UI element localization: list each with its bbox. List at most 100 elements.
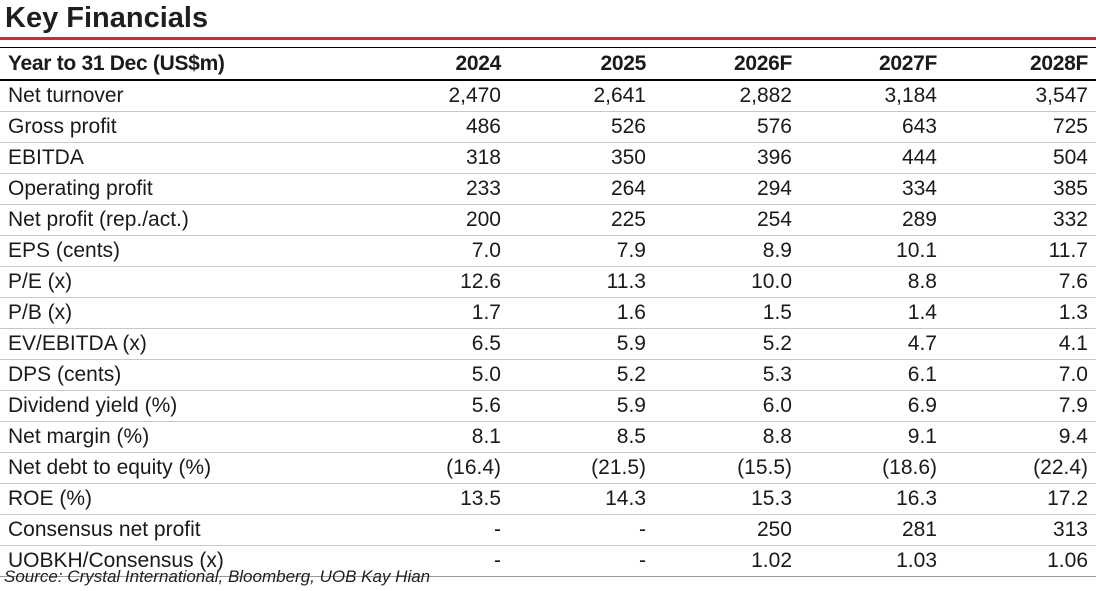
row-value: 10.0 (656, 266, 802, 298)
row-label: Net margin (%) (0, 421, 369, 453)
row-value: (18.6) (802, 452, 947, 484)
page-title: Key Financials (5, 2, 209, 34)
row-value: 15.3 (656, 483, 802, 515)
financials-table: Year to 31 Dec (US$m) 2024 2025 2026F 20… (0, 47, 1096, 577)
row-value: 289 (802, 204, 947, 236)
row-value: 233 (369, 173, 511, 205)
table-row: Net turnover 2,470 2,641 2,882 3,184 3,547 (0, 80, 1096, 112)
row-value: 17.2 (947, 483, 1096, 515)
row-value: 9.4 (947, 421, 1096, 453)
table-row: UOBKH/Consensus (x) - -1.02 1.03 1.06 (0, 545, 1096, 577)
row-value: 7.9 (511, 235, 656, 267)
table-row: P/E (x) 12.6 11.3 10.0 8.8 7.6 (0, 266, 1096, 298)
row-value: 1.5 (656, 297, 802, 329)
row-value: - (511, 514, 656, 546)
row-value: 6.9 (802, 390, 947, 422)
table-row: Gross profit 486 526 576 643 725 (0, 111, 1096, 143)
row-label: Net debt to equity (%) (0, 452, 369, 484)
row-value: 1.7 (369, 297, 511, 329)
header-cell-2025: 2025 (511, 47, 656, 81)
row-label: DPS (cents) (0, 359, 369, 391)
row-value: (22.4) (947, 452, 1096, 484)
table-row: EV/EBITDA (x) 6.5 5.9 5.2 4.7 4.1 (0, 328, 1096, 360)
row-value: 1.02 (656, 545, 802, 577)
row-value: - (511, 545, 656, 577)
row-value: 318 (369, 142, 511, 174)
table-body: Net turnover 2,470 2,641 2,882 3,184 3,547 Gro… (0, 80, 1096, 577)
row-label: P/E (x) (0, 266, 369, 298)
table-row: Net profit (rep./act.) 200 225 254 289 332 (0, 204, 1096, 236)
row-value: 486 (369, 111, 511, 143)
table-row: EPS (cents) 7.0 7.9 8.9 10.1 11.7 (0, 235, 1096, 267)
row-value: 254 (656, 204, 802, 236)
row-value: - (369, 545, 511, 577)
row-value: 6.0 (656, 390, 802, 422)
row-value: (15.5) (656, 452, 802, 484)
row-value: 13.5 (369, 483, 511, 515)
row-value: 5.2 (511, 359, 656, 391)
row-value: 14.3 (511, 483, 656, 515)
row-value: 350 (511, 142, 656, 174)
row-value: 313 (947, 514, 1096, 546)
row-value: 4.7 (802, 328, 947, 360)
row-value: 294 (656, 173, 802, 205)
table-row: P/B (x) 1.7 1.6 1.5 1.4 1.3 (0, 297, 1096, 329)
row-value: 4.1 (947, 328, 1096, 360)
row-value: 7.9 (947, 390, 1096, 422)
row-value: - (369, 514, 511, 546)
row-value: 2,882 (656, 80, 802, 112)
row-value: 504 (947, 142, 1096, 174)
title-divider (0, 37, 1096, 40)
row-value: 725 (947, 111, 1096, 143)
row-value: 6.5 (369, 328, 511, 360)
row-value: 385 (947, 173, 1096, 205)
row-value: 396 (656, 142, 802, 174)
row-value: 6.1 (802, 359, 947, 391)
row-value: 281 (802, 514, 947, 546)
header-row: Year to 31 Dec (US$m) 2024 2025 2026F 20… (0, 47, 1096, 81)
table-row: Operating profit 233 264 294 334 385 (0, 173, 1096, 205)
row-value: 8.5 (511, 421, 656, 453)
header-cell-2026f: 2026F (656, 47, 802, 81)
row-value: 1.3 (947, 297, 1096, 329)
row-value: 16.3 (802, 483, 947, 515)
row-label: EV/EBITDA (x) (0, 328, 369, 360)
row-value: 576 (656, 111, 802, 143)
header-cell-2028f: 2028F (947, 47, 1096, 81)
header-cell-label: Year to 31 Dec (US$m) (0, 47, 369, 81)
row-value: 1.4 (802, 297, 947, 329)
row-value: (21.5) (511, 452, 656, 484)
row-value: 444 (802, 142, 947, 174)
row-label: Net turnover (0, 80, 369, 112)
row-value: 7.6 (947, 266, 1096, 298)
row-label: Consensus net profit (0, 514, 369, 546)
row-value: 264 (511, 173, 656, 205)
table-row: ROE (%) 13.5 14.3 15.3 16.3 17.2 (0, 483, 1096, 515)
row-value: 5.9 (511, 328, 656, 360)
table-header: Year to 31 Dec (US$m) 2024 2025 2026F 20… (0, 47, 1096, 81)
row-label: Gross profit (0, 111, 369, 143)
table-row: DPS (cents) 5.0 5.2 5.3 6.1 7.0 (0, 359, 1096, 391)
table-row: EBITDA 318 350 396 444 504 (0, 142, 1096, 174)
row-value: 1.6 (511, 297, 656, 329)
row-value: 7.0 (947, 359, 1096, 391)
row-value: 11.3 (511, 266, 656, 298)
row-value: 5.2 (656, 328, 802, 360)
table-row: Consensus net profit - -250 281 313 (0, 514, 1096, 546)
row-value: 250 (656, 514, 802, 546)
row-value: 9.1 (802, 421, 947, 453)
row-value: 8.8 (656, 421, 802, 453)
row-value: 332 (947, 204, 1096, 236)
row-value: 1.06 (947, 545, 1096, 577)
row-value: 11.7 (947, 235, 1096, 267)
row-label: EPS (cents) (0, 235, 369, 267)
row-label: ROE (%) (0, 483, 369, 515)
row-value: 2,641 (511, 80, 656, 112)
row-label: EBITDA (0, 142, 369, 174)
row-value: 225 (511, 204, 656, 236)
source-note: Source: Crystal International, Bloomberg… (4, 567, 431, 586)
header-cell-2024: 2024 (369, 47, 511, 81)
header-cell-2027f: 2027F (802, 47, 947, 81)
row-value: 3,547 (947, 80, 1096, 112)
